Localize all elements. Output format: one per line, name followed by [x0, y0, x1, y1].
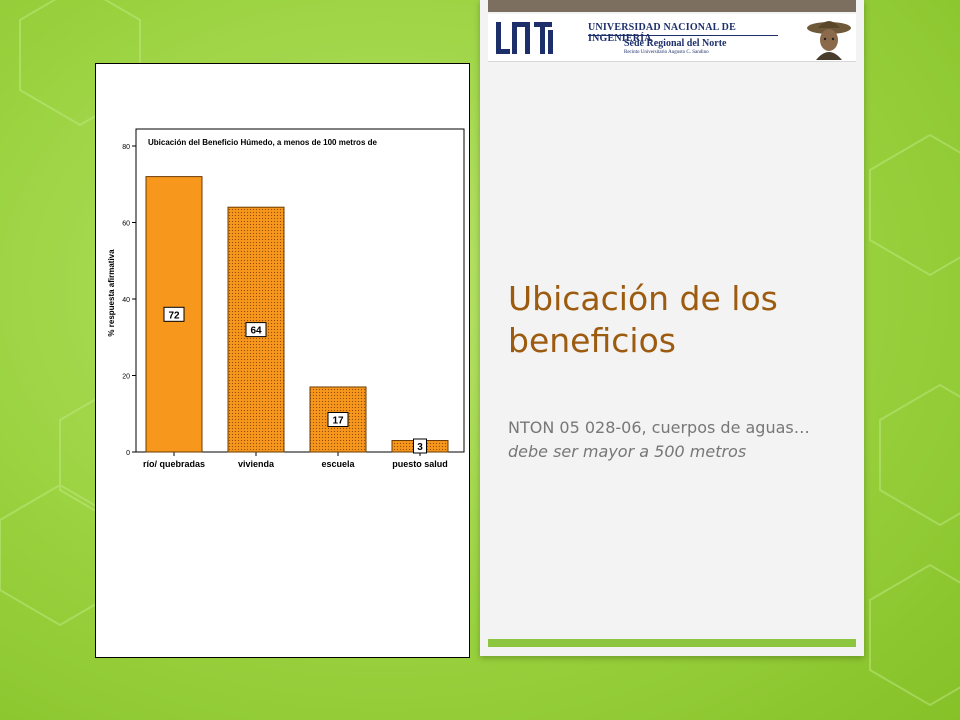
data-label: 17: [332, 415, 344, 426]
top-strip: [488, 0, 856, 12]
body-emphasis: debe ser mayor a 500 metros: [508, 442, 747, 461]
x-tick-label: escuela: [321, 459, 355, 469]
x-tick-label: puesto salud: [392, 459, 448, 469]
x-tick-label: río/ quebradas: [143, 459, 205, 469]
institution-header: UNIVERSIDAD NACIONAL DE INGENIERÍA Sede …: [488, 14, 856, 62]
data-label-box: [163, 306, 185, 322]
data-label: 64: [250, 326, 262, 337]
y-tick-label: 0: [126, 450, 130, 457]
y-tick-label: 40: [122, 297, 130, 304]
plot-frame: [135, 128, 465, 453]
body-text: NTON 05 028-06, cuerpos de aguas…: [508, 418, 810, 437]
header-rule: [588, 35, 778, 36]
slide-title: Ubicación de los beneficios: [508, 279, 778, 360]
bar-chart: 0 20 40 60 80 río/ quebradas vivienda escuela pu…: [107, 128, 465, 469]
data-label-box: [245, 322, 267, 338]
chart-image: 0 20 40 60 80 río/ quebradas vivienda escuela pu…: [95, 63, 470, 658]
slide-body: NTON 05 028-06, cuerpos de aguas… debe se…: [508, 416, 828, 464]
y-axis-label: % respuesta afirmativa: [107, 249, 116, 337]
data-label: 3: [417, 442, 423, 453]
sandino-portrait-icon: [807, 21, 851, 60]
data-label: 72: [168, 310, 180, 321]
data-label-box: [327, 411, 349, 427]
content-panel: UNIVERSIDAD NACIONAL DE INGENIERÍA Sede …: [480, 0, 864, 656]
accent-bar: [488, 639, 856, 647]
uni-logo-icon: [494, 20, 556, 56]
chart-title: Ubicación del Beneficio Húmedo, a menos …: [148, 138, 378, 147]
y-tick-label: 60: [122, 221, 130, 228]
y-tick-label: 20: [122, 374, 130, 381]
sede-name: Sede Regional del Norte: [624, 38, 727, 49]
x-tick-label: vivienda: [238, 459, 275, 469]
institution-name: UNIVERSIDAD NACIONAL DE INGENIERÍA: [588, 22, 736, 44]
data-label-box: [413, 438, 427, 454]
y-tick-label: 80: [122, 144, 130, 151]
recinto-name: Recinto Universitario Augusto C. Sandino: [624, 50, 709, 55]
